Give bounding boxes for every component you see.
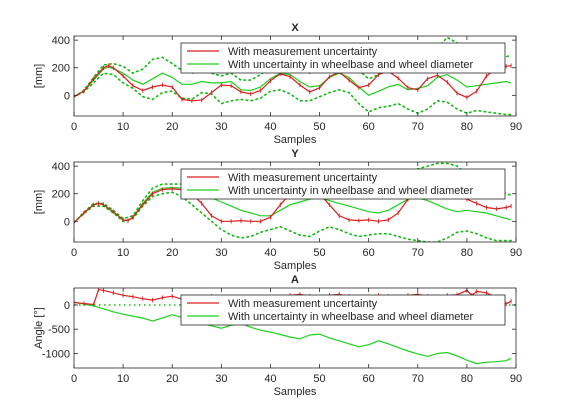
x-tick-label: 20 xyxy=(166,373,178,385)
x-tick-label: 10 xyxy=(117,121,129,133)
x-tick-label: 50 xyxy=(313,121,325,133)
x-tick-label: 30 xyxy=(215,373,227,385)
lower-bound-line xyxy=(74,191,512,242)
x-tick-label: 50 xyxy=(313,247,325,259)
x-tick-label: 30 xyxy=(215,121,227,133)
x-tick-label: 20 xyxy=(166,247,178,259)
legend-entry: With measurement uncertainty xyxy=(228,172,378,184)
x-tick-label: 60 xyxy=(363,247,375,259)
chart-title: Y xyxy=(291,148,299,160)
x-tick-label: 50 xyxy=(313,373,325,385)
panel-y: 0 10 20 30 40 50 60 70 80 90 0 200 400 Y Samples [mm] Wi… xyxy=(33,148,522,272)
x-tick-label: 70 xyxy=(412,373,424,385)
x-tick-label: 70 xyxy=(412,121,424,133)
x-tick-label: 80 xyxy=(461,121,473,133)
x-axis-label: Samples xyxy=(274,260,317,272)
x-tick-label: 10 xyxy=(117,247,129,259)
x-tick-label: 0 xyxy=(71,121,77,133)
axes-box xyxy=(73,287,517,369)
legend-entry: With uncertainty in wheelbase and wheel … xyxy=(228,311,474,323)
x-tick-label: 40 xyxy=(264,247,276,259)
x-tick-label: 80 xyxy=(461,247,473,259)
x-axis-label: Samples xyxy=(274,386,317,398)
x-tick-label: 40 xyxy=(264,373,276,385)
series-line-green xyxy=(74,301,512,365)
legend-entry: With uncertainty in wheelbase and wheel … xyxy=(228,59,474,71)
axes-box xyxy=(73,35,517,117)
axes-box xyxy=(73,161,517,243)
chart-title: A xyxy=(291,274,299,286)
x-tick-label: 80 xyxy=(461,373,473,385)
y-tick-label: 200 xyxy=(52,63,70,75)
y-tick-label: 0 xyxy=(64,216,70,228)
x-tick-label: 60 xyxy=(363,121,375,133)
y-tick-label: 200 xyxy=(52,189,70,201)
y-tick-label: -1000 xyxy=(42,348,70,360)
legend-box xyxy=(180,294,506,326)
x-tick-label: 0 xyxy=(71,247,77,259)
x-tick-label: 70 xyxy=(412,247,424,259)
lower-bound-line xyxy=(74,72,512,116)
x-tick-label: 20 xyxy=(166,121,178,133)
x-axis-label: Samples xyxy=(274,134,317,146)
x-tick-label: 30 xyxy=(215,247,227,259)
y-tick-label: 0 xyxy=(64,300,70,312)
y-axis-label: Angle [°] xyxy=(33,307,45,349)
legend-box xyxy=(180,42,506,74)
panel-a: 0 10 20 30 40 50 60 70 80 90 0 -500 -1000 A Samples Ang… xyxy=(33,274,522,398)
x-tick-label: 10 xyxy=(117,373,129,385)
y-tick-label: 400 xyxy=(52,161,70,173)
panel-x: 0 10 20 30 40 50 60 70 80 90 0 200 400 X Samples [mm] Wi… xyxy=(33,22,522,146)
x-tick-label: 90 xyxy=(510,247,522,259)
y-tick-label: -500 xyxy=(48,324,70,336)
x-tick-label: 90 xyxy=(510,121,522,133)
y-axis-label: [mm] xyxy=(33,190,45,214)
legend-entry: With measurement uncertainty xyxy=(228,298,378,310)
legend-entry: With uncertainty in wheelbase and wheel … xyxy=(228,185,474,197)
chart-title: X xyxy=(291,22,299,34)
legend-entry: With measurement uncertainty xyxy=(228,46,378,58)
legend-box xyxy=(180,168,506,200)
y-axis-label: [mm] xyxy=(33,64,45,88)
y-tick-label: 400 xyxy=(52,35,70,47)
x-tick-label: 60 xyxy=(363,373,375,385)
x-tick-label: 90 xyxy=(510,373,522,385)
x-tick-label: 40 xyxy=(264,121,276,133)
x-tick-label: 0 xyxy=(71,373,77,385)
y-tick-label: 0 xyxy=(64,90,70,102)
